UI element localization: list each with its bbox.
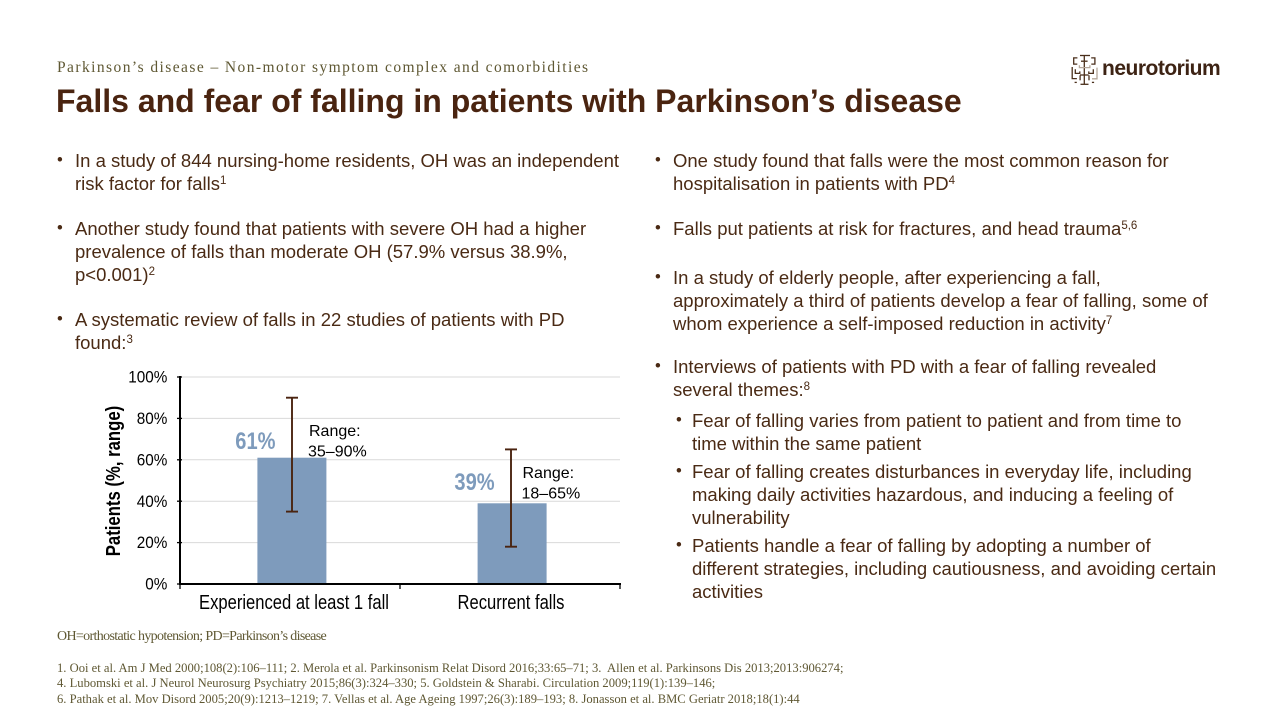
svg-text:0%: 0% xyxy=(145,575,167,594)
svg-text:Patients (%, range): Patients (%, range) xyxy=(101,406,124,556)
svg-text:Experienced at least 1 fall: Experienced at least 1 fall xyxy=(199,591,389,614)
svg-text:61%: 61% xyxy=(235,427,275,454)
svg-text:35–90%: 35–90% xyxy=(308,444,367,461)
svg-text:39%: 39% xyxy=(454,468,494,495)
svg-text:18–65%: 18–65% xyxy=(522,486,581,503)
svg-text:60%: 60% xyxy=(137,451,168,470)
svg-text:80%: 80% xyxy=(137,409,168,428)
svg-text:40%: 40% xyxy=(137,492,168,511)
svg-text:Recurrent falls: Recurrent falls xyxy=(458,591,565,614)
svg-text:Range:: Range: xyxy=(523,465,575,482)
svg-text:100%: 100% xyxy=(128,370,167,387)
svg-text:Range:: Range: xyxy=(309,423,361,440)
svg-text:20%: 20% xyxy=(137,533,168,552)
